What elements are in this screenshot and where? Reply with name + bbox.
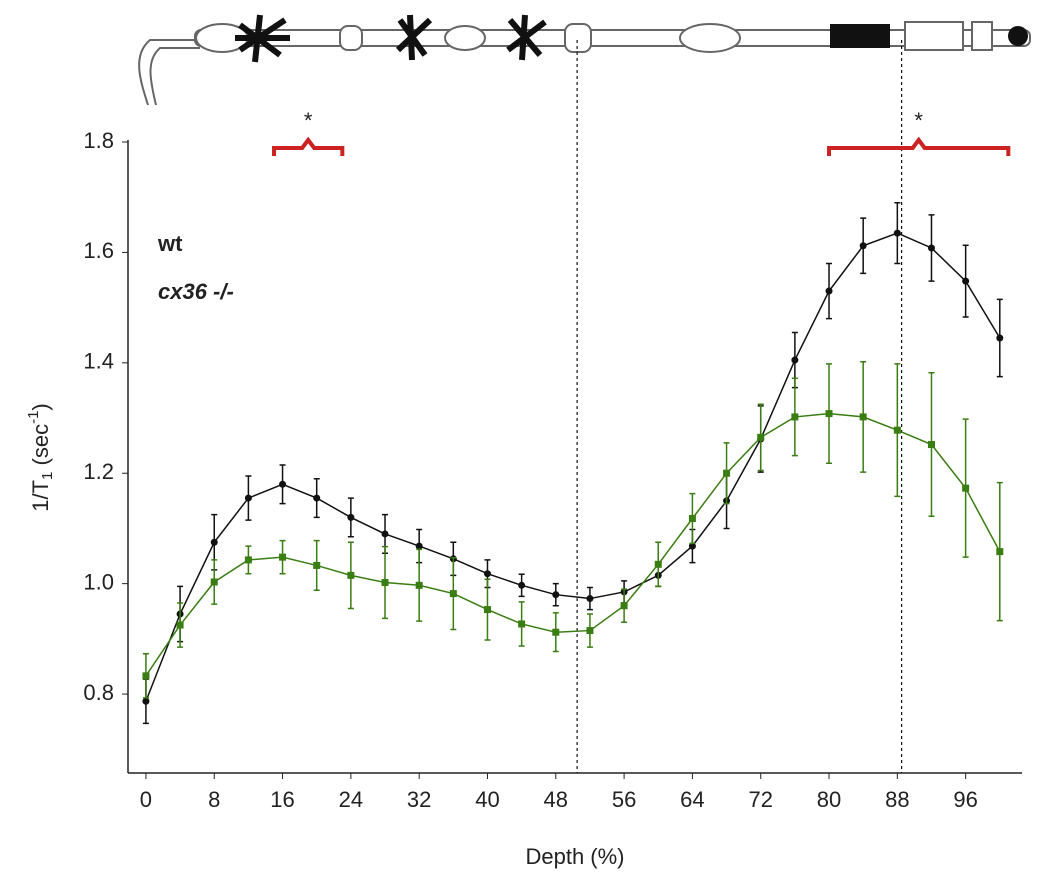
x-tick-label: 16 bbox=[270, 787, 294, 812]
point bbox=[176, 621, 184, 629]
point bbox=[279, 480, 287, 488]
point bbox=[415, 542, 423, 550]
point bbox=[962, 484, 970, 492]
x-tick-label: 88 bbox=[885, 787, 909, 812]
point bbox=[825, 287, 833, 295]
x-tick-label: 32 bbox=[407, 787, 431, 812]
bracket bbox=[272, 136, 345, 156]
point bbox=[927, 441, 935, 449]
point bbox=[552, 628, 560, 636]
y-label-part: 1/T bbox=[28, 480, 53, 512]
y-tick-label: 1.0 bbox=[83, 569, 114, 594]
y-tick-label: 1.8 bbox=[83, 128, 114, 153]
point bbox=[142, 697, 150, 705]
bracket bbox=[827, 136, 1011, 156]
legend-label: wt bbox=[157, 231, 183, 256]
point bbox=[791, 413, 799, 421]
legend-label: cx36 -/- bbox=[158, 279, 234, 304]
x-tick-label: 72 bbox=[748, 787, 772, 812]
point bbox=[142, 672, 150, 680]
point bbox=[244, 556, 252, 564]
y-label-part: ) bbox=[28, 403, 53, 410]
point bbox=[620, 602, 628, 610]
point bbox=[279, 553, 287, 561]
point bbox=[825, 410, 833, 418]
point bbox=[483, 570, 491, 578]
x-tick-label: 40 bbox=[475, 787, 499, 812]
series-line bbox=[145, 232, 1001, 702]
legend: wt cx36 -/- bbox=[157, 231, 234, 304]
x-tick-label: 56 bbox=[612, 787, 636, 812]
point bbox=[415, 581, 423, 589]
series-line bbox=[145, 412, 1001, 677]
x-tick-label: 24 bbox=[339, 787, 363, 812]
point bbox=[483, 606, 491, 614]
point bbox=[586, 627, 594, 635]
x-tick-label: 8 bbox=[208, 787, 220, 812]
point bbox=[210, 538, 218, 546]
cell-blobs bbox=[235, 14, 1028, 63]
point bbox=[518, 620, 526, 628]
point bbox=[893, 426, 901, 434]
point bbox=[791, 356, 799, 364]
point bbox=[518, 581, 526, 589]
point bbox=[313, 561, 321, 569]
point bbox=[962, 277, 970, 285]
y-label-part: -1 bbox=[25, 411, 42, 424]
point bbox=[996, 548, 1004, 556]
y-tick-label: 1.4 bbox=[83, 349, 114, 374]
x-tick-label: 96 bbox=[953, 787, 977, 812]
point bbox=[688, 515, 696, 523]
point bbox=[381, 530, 389, 538]
point bbox=[996, 334, 1004, 342]
x-tick-label: 0 bbox=[140, 787, 152, 812]
point bbox=[347, 513, 355, 521]
point bbox=[654, 560, 662, 568]
point bbox=[859, 413, 867, 421]
point bbox=[859, 242, 867, 250]
y-axis-label: 1/T1 (sec-1) bbox=[25, 403, 56, 512]
point bbox=[552, 591, 560, 599]
point bbox=[893, 229, 901, 237]
point bbox=[381, 579, 389, 587]
y-tick-label: 0.8 bbox=[83, 680, 114, 705]
point bbox=[586, 595, 594, 603]
y-label-part: 1 bbox=[39, 472, 56, 480]
y-tick-label: 1.6 bbox=[83, 238, 114, 263]
significance-star: * bbox=[914, 108, 923, 133]
y-tick-label: 1.2 bbox=[83, 459, 114, 484]
point bbox=[210, 578, 218, 586]
point bbox=[244, 494, 252, 502]
x-tick-label: 80 bbox=[817, 787, 841, 812]
point bbox=[449, 590, 457, 598]
point bbox=[723, 469, 731, 477]
point bbox=[688, 542, 696, 550]
cell-diagram bbox=[138, 21, 1031, 106]
point bbox=[313, 494, 321, 502]
x-tick-label: 64 bbox=[680, 787, 704, 812]
significance-star: * bbox=[304, 108, 313, 133]
y-label-part: (sec bbox=[28, 424, 53, 472]
x-axis-label: Depth (%) bbox=[525, 844, 624, 869]
point bbox=[347, 571, 355, 579]
point bbox=[757, 433, 765, 441]
x-tick-label: 48 bbox=[544, 787, 568, 812]
point bbox=[927, 244, 935, 252]
